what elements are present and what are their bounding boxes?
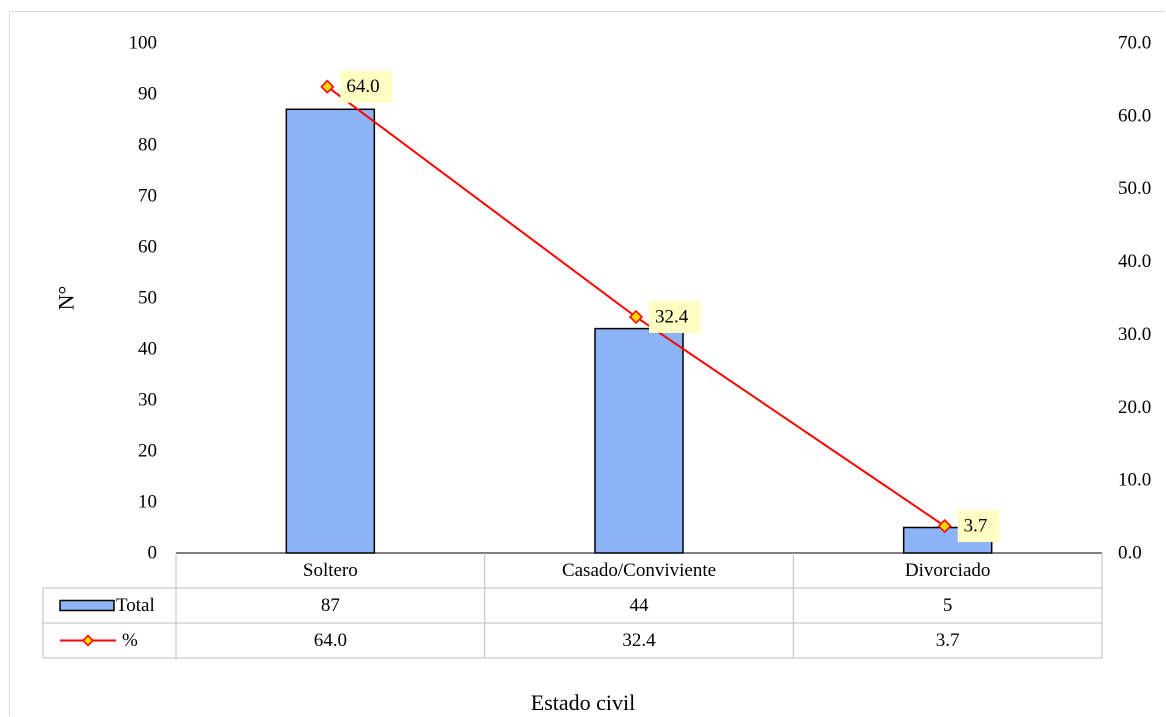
left-tick-label: 50 — [138, 288, 157, 309]
left-tick-label: 90 — [138, 84, 157, 105]
data-label-text: 64.0 — [346, 76, 379, 97]
data-label-text: 32.4 — [655, 306, 689, 327]
right-tick-label: 50.0 — [1118, 178, 1151, 199]
left-tick-label: 70 — [138, 186, 157, 207]
left-tick-label: 80 — [138, 135, 157, 156]
right-tick-label: 20.0 — [1118, 397, 1151, 418]
right-tick-label: 10.0 — [1118, 470, 1151, 491]
left-tick-label: 60 — [138, 237, 157, 258]
percent-marker — [937, 518, 952, 534]
left-tick-label: 30 — [138, 390, 157, 411]
right-tick-label: 40.0 — [1118, 251, 1151, 272]
right-tick-label: 70.0 — [1118, 33, 1151, 54]
data-label-box — [649, 300, 701, 333]
legend-key-bar — [59, 599, 115, 612]
data-labels: 64.0 32.4 3.7 — [340, 70, 1000, 543]
table-cell: 32.4 — [622, 630, 656, 651]
left-tick-label: 10 — [138, 492, 157, 513]
data-table: Soltero Casado/Conviviente Divorciado Total… — [42, 552, 1103, 659]
data-label-box — [957, 510, 1000, 543]
bar-casado-conviviente — [594, 327, 684, 554]
table-cell: 3.7 — [936, 630, 960, 651]
left-tick-label: 0 — [148, 543, 158, 564]
category-label: Soltero — [303, 560, 358, 581]
category-label: Divorciado — [905, 560, 990, 581]
x-axis-title: Estado civil — [531, 690, 635, 715]
bar-soltero — [285, 108, 376, 554]
data-label-text: 3.7 — [964, 516, 988, 537]
table-cell: 87 — [321, 595, 340, 616]
left-axis-ticks: 0 10 20 30 40 50 60 70 80 90 100 — [129, 33, 158, 564]
legend-key-marker — [81, 634, 95, 647]
right-tick-label: 0.0 — [1118, 543, 1142, 564]
percent-marker — [320, 79, 335, 94]
chart-frame — [9, 11, 1165, 716]
data-label: 64.0 — [340, 70, 393, 103]
data-label: 32.4 — [649, 300, 701, 333]
table-cell: 44 — [630, 595, 650, 616]
percent-line — [320, 79, 952, 534]
table-cell: 5 — [943, 595, 953, 616]
left-tick-label: 100 — [129, 33, 158, 54]
bars — [285, 108, 993, 554]
right-tick-label: 30.0 — [1118, 324, 1151, 345]
percent-marker — [628, 309, 644, 325]
y-axis-title: N° — [54, 286, 79, 311]
table-cell: 64.0 — [314, 630, 347, 651]
category-label: Casado/Conviviente — [562, 560, 716, 581]
left-tick-label: 20 — [138, 441, 157, 462]
row-label: % — [122, 630, 138, 651]
data-label: 3.7 — [957, 510, 1000, 543]
row-label: Total — [116, 595, 155, 616]
right-tick-label: 60.0 — [1118, 105, 1151, 126]
data-label-box — [340, 70, 393, 103]
right-axis-ticks: 0.0 10.0 20.0 30.0 40.0 50.0 60.0 70.0 — [1118, 33, 1151, 564]
left-tick-label: 40 — [138, 339, 157, 360]
